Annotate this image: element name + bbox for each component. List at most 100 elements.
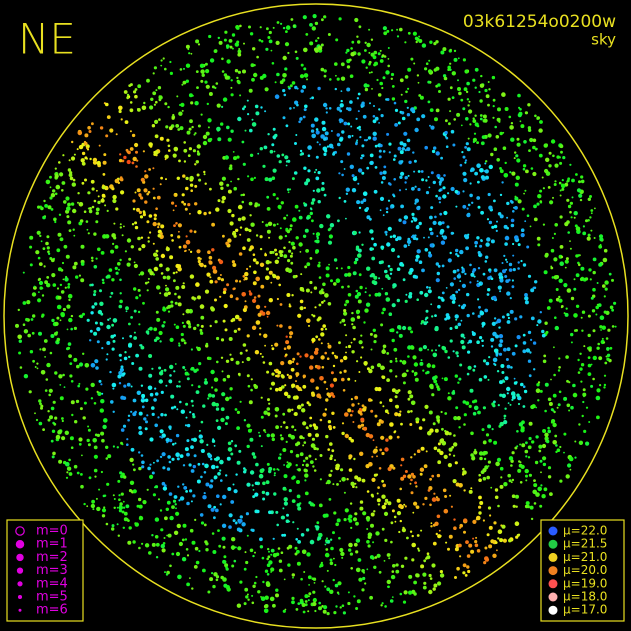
star — [369, 332, 373, 336]
star — [513, 377, 516, 380]
star — [353, 595, 356, 598]
star — [350, 125, 353, 128]
star — [311, 96, 314, 100]
star — [287, 85, 290, 88]
star — [149, 437, 154, 442]
star — [373, 334, 378, 338]
star — [175, 325, 180, 330]
star — [376, 455, 378, 458]
star — [473, 405, 479, 411]
star — [166, 467, 171, 471]
star — [408, 292, 413, 296]
star — [372, 541, 375, 544]
star — [466, 207, 469, 210]
star — [386, 352, 390, 355]
star — [241, 522, 246, 527]
star — [492, 331, 497, 337]
star — [317, 316, 322, 321]
star — [175, 271, 178, 274]
star — [558, 278, 563, 283]
star — [488, 438, 492, 443]
star — [295, 236, 299, 240]
star — [399, 410, 402, 413]
star — [552, 154, 555, 158]
star — [138, 546, 141, 550]
star — [214, 388, 218, 392]
star — [259, 75, 264, 80]
star — [174, 204, 177, 207]
star — [358, 128, 362, 131]
star — [102, 494, 106, 498]
star — [112, 445, 115, 448]
star — [165, 284, 167, 287]
star — [152, 196, 156, 200]
star — [215, 575, 220, 579]
star — [407, 174, 410, 177]
star — [335, 463, 340, 468]
star — [302, 115, 306, 119]
star — [266, 563, 271, 567]
star — [511, 478, 515, 482]
star — [50, 439, 54, 443]
star — [359, 136, 362, 139]
star — [74, 420, 78, 424]
star — [237, 116, 242, 122]
star — [138, 366, 143, 371]
star — [524, 189, 527, 192]
star — [160, 253, 166, 259]
star — [398, 503, 403, 509]
star — [340, 551, 345, 557]
star — [96, 340, 100, 344]
star — [477, 314, 481, 318]
star — [343, 200, 347, 203]
star — [603, 310, 607, 314]
star — [416, 298, 420, 302]
star — [519, 443, 522, 446]
star — [325, 266, 330, 271]
star — [492, 98, 496, 102]
star — [312, 590, 316, 594]
star — [169, 364, 174, 370]
star — [455, 248, 459, 253]
star — [390, 574, 396, 580]
star — [217, 529, 220, 532]
star — [268, 560, 273, 565]
star — [186, 554, 190, 557]
star — [336, 483, 339, 486]
star — [258, 38, 262, 42]
star — [559, 245, 564, 249]
star — [41, 294, 45, 297]
star — [611, 278, 614, 282]
star — [393, 347, 398, 352]
star — [470, 487, 473, 490]
star — [140, 454, 144, 457]
star — [376, 422, 381, 427]
star — [292, 360, 295, 363]
star — [366, 528, 369, 530]
star — [498, 326, 501, 329]
star — [361, 478, 366, 483]
star — [424, 318, 427, 321]
star — [62, 307, 66, 312]
star — [560, 255, 564, 259]
star — [290, 261, 294, 265]
star — [462, 155, 466, 159]
star — [103, 195, 106, 198]
star — [409, 482, 412, 485]
star — [327, 228, 331, 232]
star — [230, 440, 234, 443]
star — [139, 344, 143, 347]
star — [257, 590, 261, 594]
star — [216, 126, 221, 132]
star — [575, 304, 580, 308]
star — [578, 193, 583, 198]
star — [359, 506, 364, 511]
star — [271, 62, 275, 65]
star — [181, 321, 184, 324]
star — [164, 516, 168, 521]
star — [464, 272, 467, 276]
star — [72, 208, 77, 214]
star — [351, 174, 355, 178]
star — [529, 225, 532, 228]
star — [229, 294, 233, 297]
